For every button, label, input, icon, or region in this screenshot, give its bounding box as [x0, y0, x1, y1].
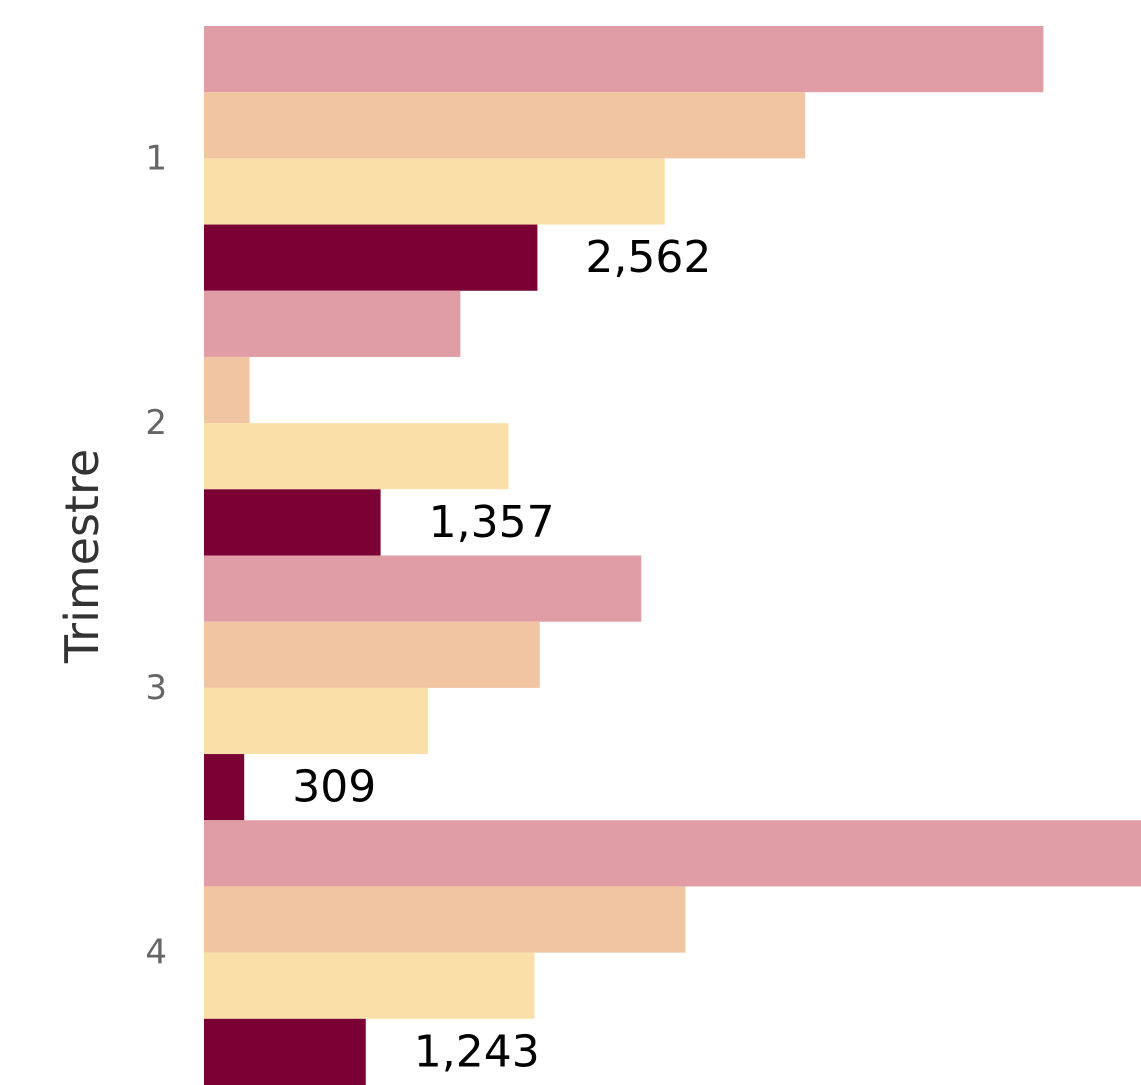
bar-value-label: 309 [292, 762, 376, 813]
bar [204, 158, 665, 225]
bar [204, 754, 245, 821]
bar-value-label: 1,243 [414, 1026, 540, 1077]
bar [204, 952, 535, 1019]
category-labels: 1 2 3 4 [145, 138, 167, 972]
bar [204, 356, 250, 424]
bar [204, 489, 381, 556]
y-axis-title: Trimestre [55, 449, 109, 664]
category-label: 1 [145, 138, 167, 178]
bar [204, 555, 642, 622]
bar [204, 423, 509, 490]
bar [204, 820, 1141, 887]
bar [204, 26, 1044, 93]
bar [204, 687, 428, 755]
bar [204, 886, 686, 953]
data-labels: 2,562 1,357 309 1,243 [292, 232, 711, 1077]
bar-value-label: 2,562 [585, 232, 711, 283]
bar [204, 290, 461, 357]
bars-layer [204, 26, 1141, 1085]
category-label: 4 [145, 933, 167, 973]
category-label: 2 [145, 403, 167, 443]
bar [204, 224, 538, 291]
category-label: 3 [145, 668, 167, 708]
bar [204, 621, 540, 688]
bar [204, 92, 806, 159]
bar [204, 1018, 366, 1085]
bar-value-label: 1,357 [429, 497, 555, 548]
